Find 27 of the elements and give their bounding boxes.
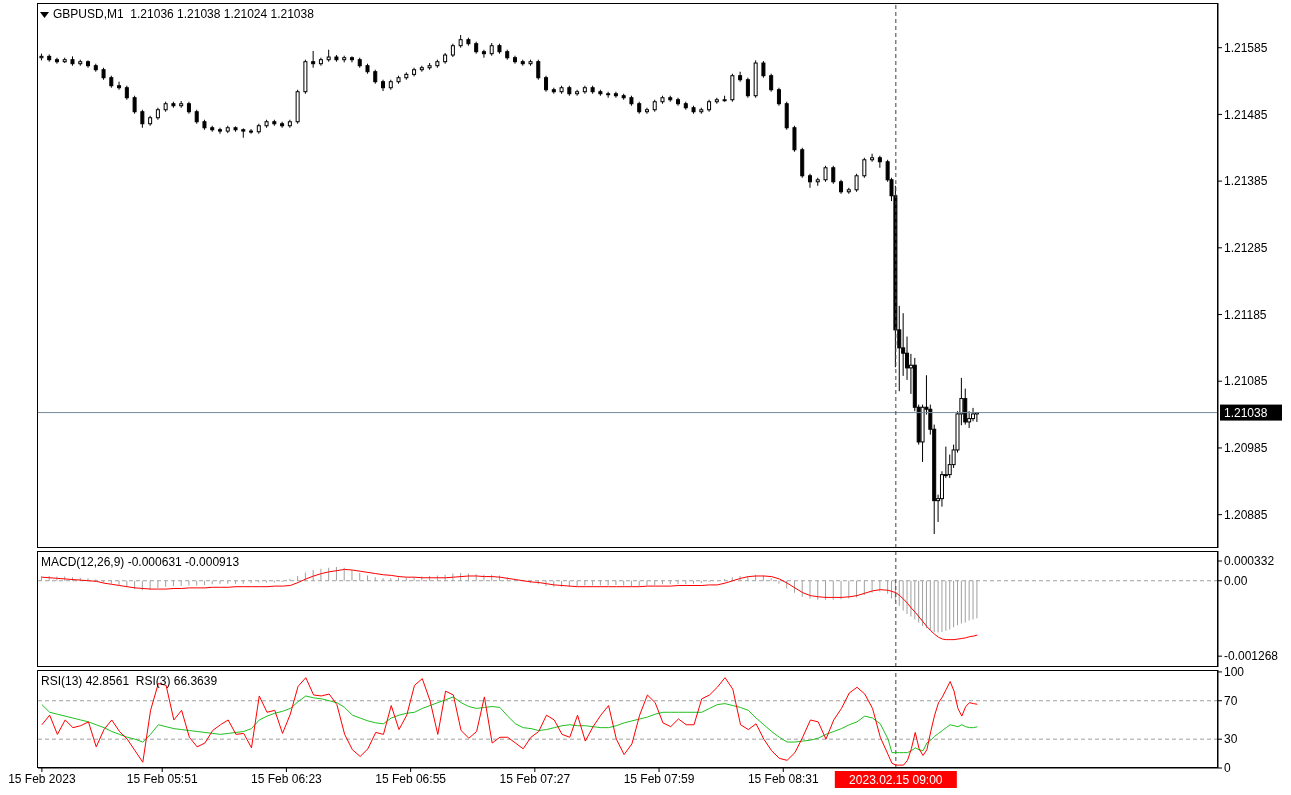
y-tick-label: 1.20985	[1224, 441, 1268, 456]
x-tick-label: 15 Feb 07:59	[623, 771, 695, 786]
y-tick-label: 0	[1224, 761, 1231, 776]
y-tick-label: -0.001268	[1224, 649, 1279, 664]
chart-title: RSI(13) 42.8561 RSI(3) 66.3639	[41, 674, 218, 688]
y-tick-label: 1.21085	[1224, 374, 1268, 389]
x-tick-label: 15 Feb 08:31	[747, 771, 819, 786]
chart-title: MACD(12,26,9) -0.000631 -0.000913	[41, 555, 240, 569]
chart-title: GBPUSD,M1 1.21036 1.21038 1.21024 1.21038	[53, 7, 314, 21]
x-tick-label: 15 Feb 06:23	[251, 771, 323, 786]
y-tick-label: 1.21485	[1224, 107, 1268, 122]
y-tick-label: 70	[1224, 694, 1238, 709]
y-tick-label: 1.21185	[1224, 307, 1267, 322]
x-tick-label: 15 Feb 06:55	[375, 771, 447, 786]
y-tick-label: 30	[1224, 732, 1238, 747]
y-tick-label: 1.21285	[1224, 241, 1268, 256]
y-tick-label: 0.000332	[1224, 554, 1275, 569]
y-tick-label: 1.21585	[1224, 40, 1268, 55]
y-tick-label: 100	[1224, 665, 1245, 680]
x-tick-label: 15 Feb 2023	[8, 771, 76, 786]
y-tick-label: 1.20885	[1224, 507, 1268, 522]
y-tick-label: 1.21385	[1224, 174, 1268, 189]
y-tick-label: 0.00	[1224, 574, 1248, 588]
x-tick-label: 15 Feb 05:51	[126, 771, 198, 786]
ref-line-label: 2023.02.15 09:00	[849, 773, 943, 787]
ref-line-label: 1.21038	[1224, 405, 1268, 420]
x-tick-label: 15 Feb 07:27	[499, 771, 571, 786]
